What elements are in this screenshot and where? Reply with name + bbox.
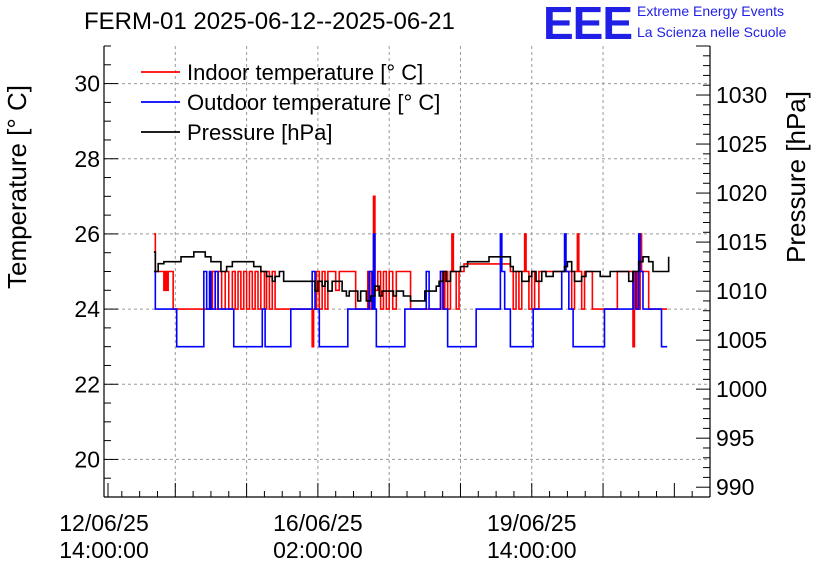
y2-tick-label: 1030 (716, 82, 767, 108)
y2-tick-label: 990 (716, 474, 754, 500)
x-tick-label-date: 16/06/25 (273, 510, 363, 536)
series-line-2 (153, 251, 670, 302)
chart-title: FERM-01 2025-06-12--2025-06-21 (84, 8, 455, 35)
legend-label-0: Indoor temperature [° C] (187, 60, 423, 85)
series-lines (153, 195, 670, 348)
legend: Indoor temperature [° C] Outdoor temperat… (141, 60, 440, 145)
y-tick-label: 30 (74, 71, 100, 97)
y2-axis-label: Pressure [hPa] (781, 91, 811, 263)
y-tick-label: 24 (74, 296, 100, 322)
y-tick-label: 20 (74, 446, 100, 472)
eee-logo-mark: EEE (543, 0, 633, 49)
y2-tick-label: 1000 (716, 376, 767, 402)
y2-tick-label: 1010 (716, 278, 767, 304)
y2-tick-label: 1005 (716, 327, 767, 353)
x-tick-label-date: 12/06/25 (59, 510, 149, 536)
y-tick-label: 26 (74, 221, 100, 247)
y-axis-label: Temperature [° C] (2, 85, 32, 289)
x-tick-label-time: 14:00:00 (59, 537, 149, 563)
legend-label-2: Pressure [hPa] (187, 120, 333, 145)
eee-logo-line2: La Scienza nelle Scuole (637, 24, 787, 40)
y2-tick-label: 995 (716, 425, 754, 451)
y2-tick-label: 1020 (716, 180, 767, 206)
series-line-1 (153, 233, 668, 348)
x-tick-label-date: 19/06/25 (487, 510, 577, 536)
x-tick-label-time: 14:00:00 (487, 537, 577, 563)
axes: 20 22 24 26 28 30 990 995 1000 1005 1010 1015 1020 10… (59, 45, 767, 563)
y2-tick-label: 1015 (716, 229, 767, 255)
eee-logo-line1: Extreme Energy Events (637, 3, 785, 19)
series-line-0 (153, 195, 668, 348)
x-tick-label-time: 02:00:00 (273, 537, 363, 563)
y2-tick-label: 1025 (716, 131, 767, 157)
y-tick-label: 22 (74, 371, 100, 397)
legend-label-1: Outdoor temperature [° C] (187, 90, 440, 115)
y-tick-label: 28 (74, 146, 100, 172)
